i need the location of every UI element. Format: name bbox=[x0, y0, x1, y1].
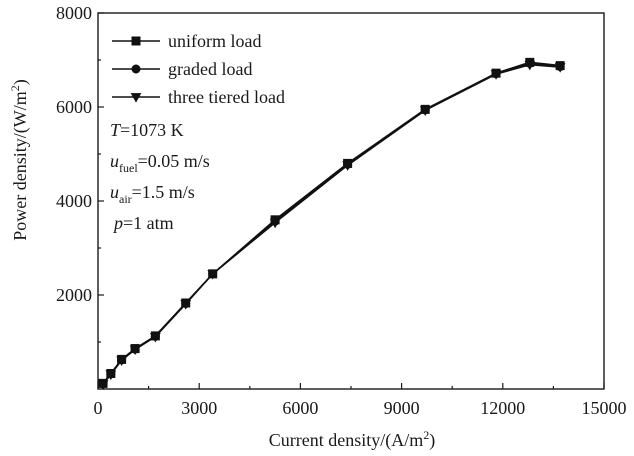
annotation-symbol: T bbox=[110, 120, 122, 140]
y-axis-label-sup: 2 bbox=[8, 85, 22, 91]
x-tick-label: 0 bbox=[94, 398, 103, 418]
series-triangle-down bbox=[97, 60, 566, 390]
y-axis-label-main: Power density/(W/m bbox=[10, 91, 31, 240]
legend-item: graded load bbox=[112, 59, 252, 79]
data-point bbox=[554, 63, 566, 73]
annotation-symbol: u bbox=[110, 151, 119, 171]
data-point bbox=[342, 161, 353, 171]
annotation-symbol: u bbox=[110, 182, 119, 202]
annotation-value: =0.05 m/s bbox=[138, 151, 210, 171]
legend-label: graded load bbox=[168, 59, 252, 79]
legend-marker bbox=[131, 64, 141, 74]
legend: uniform load graded load three tiered load bbox=[112, 31, 285, 107]
legend-item: uniform load bbox=[112, 31, 261, 51]
data-point bbox=[97, 380, 109, 390]
annotation-value: =1073 K bbox=[120, 120, 184, 140]
legend-label: uniform load bbox=[168, 31, 261, 51]
legend-marker bbox=[131, 36, 141, 46]
annotation-value: =1 atm bbox=[123, 213, 174, 233]
annotation-text: T=1073 K bbox=[110, 120, 184, 140]
x-axis-label: Current density/(A/m2) bbox=[269, 428, 435, 451]
data-point bbox=[490, 70, 502, 80]
x-axis-label-close: ) bbox=[429, 430, 435, 451]
x-tick-label: 3000 bbox=[181, 398, 217, 418]
data-point bbox=[116, 356, 127, 366]
x-tick-label: 12000 bbox=[480, 398, 525, 418]
annotation-text: ufuel=0.05 m/s bbox=[110, 151, 210, 175]
annotation-symbol: p bbox=[112, 213, 123, 233]
data-point bbox=[419, 106, 431, 116]
data-point bbox=[180, 300, 192, 310]
y-axis-label: Power density/(W/m2) bbox=[8, 79, 31, 240]
annotation-value: =1.5 m/s bbox=[132, 182, 195, 202]
data-point bbox=[105, 370, 117, 381]
annotation-subscript: fuel bbox=[119, 161, 138, 175]
legend-label: three tiered load bbox=[168, 87, 285, 107]
y-tick-label: 4000 bbox=[56, 191, 92, 211]
legend-marker bbox=[130, 93, 142, 103]
data-point bbox=[269, 218, 281, 229]
y-tick-label: 2000 bbox=[56, 285, 92, 305]
x-axis-label-main: Current density/(A/m bbox=[269, 430, 423, 451]
annotation-text: uair=1.5 m/s bbox=[110, 182, 195, 206]
axis-ticks: 0 3000 6000 9000 12000 15000 2000 4000 6000 8000 bbox=[56, 3, 627, 418]
y-tick-label: 8000 bbox=[56, 3, 92, 23]
series-group bbox=[97, 57, 566, 390]
annotation-subscript: air bbox=[119, 192, 132, 206]
y-tick-label: 6000 bbox=[56, 97, 92, 117]
annotation-text: p=1 atm bbox=[112, 213, 174, 233]
data-point bbox=[207, 269, 219, 280]
x-tick-label: 6000 bbox=[282, 398, 318, 418]
data-point bbox=[524, 60, 536, 71]
data-point bbox=[129, 345, 141, 356]
x-axis-label-sup: 2 bbox=[423, 428, 429, 442]
legend-item: three tiered load bbox=[112, 87, 285, 107]
y-axis-label-close: ) bbox=[10, 79, 31, 85]
data-point bbox=[150, 332, 161, 343]
x-tick-label: 15000 bbox=[582, 398, 627, 418]
x-tick-label: 9000 bbox=[384, 398, 420, 418]
